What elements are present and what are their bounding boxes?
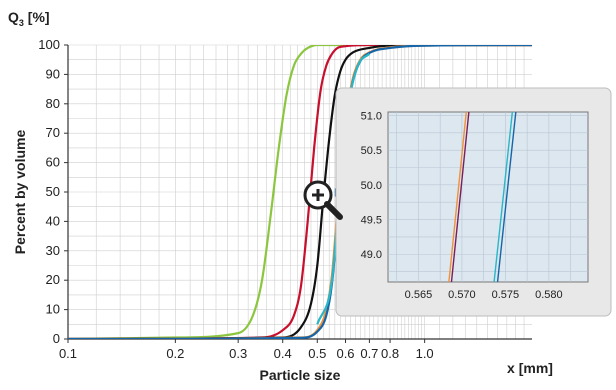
inset-series xyxy=(448,112,517,282)
x-tick-label: 0.6 xyxy=(336,346,354,361)
x-unit-label: x [mm] xyxy=(507,360,553,376)
y-axis-title: Percent by volume xyxy=(12,130,28,255)
y-tick-label: 50 xyxy=(46,184,60,199)
series-line-1 xyxy=(68,45,532,339)
y-tick-label: 60 xyxy=(46,155,60,170)
y-tick-label: 10 xyxy=(46,302,60,317)
magnifier-handle xyxy=(324,201,343,220)
inset-y-tick-label: 49.5 xyxy=(361,215,382,227)
inset-y-tick-label: 49.0 xyxy=(361,249,382,261)
inset-series-line-4 xyxy=(496,112,517,282)
y-tick-label: 70 xyxy=(46,125,60,140)
y-tick-labels: 0 10 20 30 40 50 60 70 80 90 100 xyxy=(38,37,68,346)
inset-plot-area xyxy=(387,111,589,283)
inset-x-tick-label: 0.570 xyxy=(448,289,476,301)
zoom-inset: 49.0 49.5 50.0 50.5 51.0 0.565 0.570 0.575 0.580 xyxy=(335,87,612,317)
inset-y-tick-label: 50.5 xyxy=(361,145,382,157)
y-tick-label: 20 xyxy=(46,272,60,287)
y-tick-label: 0 xyxy=(53,331,60,346)
series-line-2 xyxy=(68,45,532,339)
inset-y-tick-label: 50.0 xyxy=(361,180,382,192)
inset-series-line-1 xyxy=(448,112,467,282)
x-tick-label: 0.1 xyxy=(59,346,77,361)
x-tick-label: 0.3 xyxy=(229,346,247,361)
inset-x-tick-label: 0.565 xyxy=(405,289,433,301)
x-axis-title: Particle size xyxy=(260,367,341,383)
y-tick-label: 40 xyxy=(46,213,60,228)
zoom-in-icon[interactable] xyxy=(303,180,343,220)
x-tick-label: 0.2 xyxy=(166,346,184,361)
y-tick-label: 80 xyxy=(46,96,60,111)
x-tick-label: 1.0 xyxy=(416,346,434,361)
inset-series-line-3 xyxy=(493,112,514,282)
x-tick-label: 0.4 xyxy=(274,346,292,361)
x-tick-label: 0.8 xyxy=(381,346,399,361)
series-line-3 xyxy=(68,45,532,339)
x-tick-label: 0.7 xyxy=(360,346,378,361)
inset-x-tick-label: 0.575 xyxy=(492,289,520,301)
y-tick-label: 100 xyxy=(38,37,60,52)
inset-y-tick-label: 51.0 xyxy=(361,110,382,122)
inset-series-line-2 xyxy=(450,112,470,282)
y-tick-label: 90 xyxy=(46,66,60,81)
y-tick-label: 30 xyxy=(46,243,60,258)
x-tick-label: 0.5 xyxy=(308,346,326,361)
x-tick-labels: 0.1 0.2 0.3 0.4 0.5 0.6 0.7 0.8 1.0 xyxy=(59,339,434,361)
y-unit-label: Q3 [%] xyxy=(8,9,50,28)
inset-x-tick-label: 0.580 xyxy=(535,289,563,301)
